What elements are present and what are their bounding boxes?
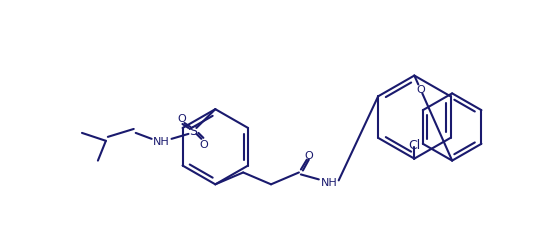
Text: O: O [305, 150, 313, 160]
Text: Cl: Cl [408, 139, 421, 152]
Text: O: O [177, 114, 186, 124]
Text: NH: NH [153, 136, 170, 146]
Text: O: O [416, 85, 424, 95]
Text: O: O [199, 139, 208, 149]
Text: S: S [189, 125, 198, 138]
Text: NH: NH [320, 178, 337, 188]
